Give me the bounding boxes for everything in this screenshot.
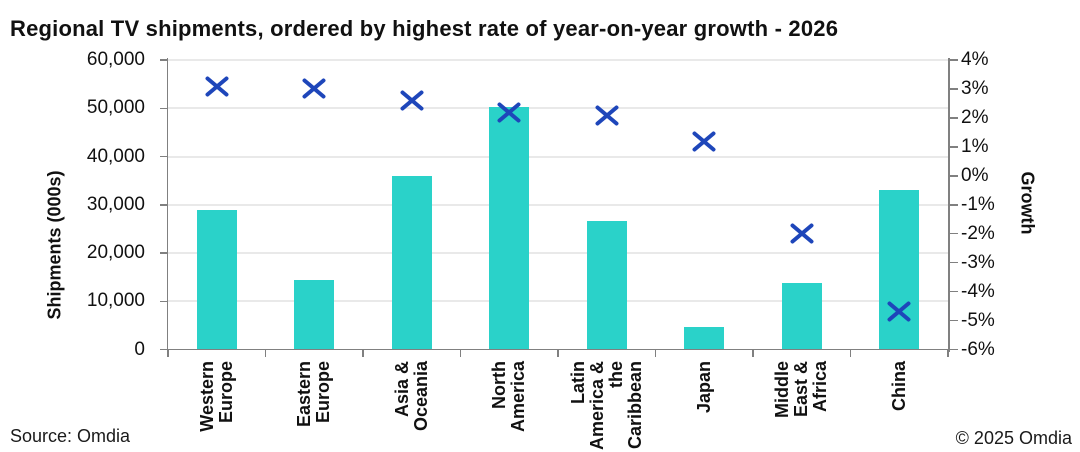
right-axis-tick-label: -6% <box>961 338 995 360</box>
left-axis-tick-label: 10,000 <box>86 290 145 312</box>
gridline <box>168 300 948 303</box>
source-note: Source: Omdia <box>10 426 131 446</box>
bar-western-europe <box>196 209 237 350</box>
left-axis-tick <box>160 59 168 61</box>
growth-marker-eastern-europe <box>302 78 326 104</box>
right-axis-tick-label: -4% <box>961 280 995 302</box>
growth-marker-western-europe <box>205 76 229 102</box>
gridline <box>168 203 948 206</box>
right-axis-tick <box>949 290 958 293</box>
x-axis-tick <box>849 349 852 357</box>
left-axis-tick <box>160 155 168 158</box>
right-axis-tick-label: -3% <box>961 251 995 273</box>
growth-marker-north-america <box>497 102 521 128</box>
category-label-asia-oceania: Asia & Oceania <box>391 361 431 432</box>
category-label-china: China <box>888 361 909 412</box>
category-label-north-america: North America <box>489 361 529 433</box>
x-axis-tick <box>167 349 169 357</box>
left-axis-tick-label: 20,000 <box>86 242 145 263</box>
gridline <box>168 252 948 254</box>
category-label-latin-america-the-caribbean: Latin America & the Caribbean <box>567 361 645 451</box>
category-label-western-europe: Western Europe <box>196 361 236 432</box>
x-axis-tick <box>362 349 364 357</box>
growth-marker-china <box>887 301 911 327</box>
x-axis-tick <box>264 349 267 357</box>
left-axis-tick-label: 60,000 <box>86 49 145 70</box>
category-label-japan: Japan <box>693 361 714 414</box>
left-axis-tick <box>160 107 168 109</box>
right-axis-tick <box>949 146 958 148</box>
right-axis-tick-label: 3% <box>961 77 989 99</box>
chart-title: Regional TV shipments, ordered by highes… <box>10 16 839 41</box>
x-axis-tick <box>459 349 462 357</box>
x-axis-tick <box>557 349 559 357</box>
right-axis-tick-label: -1% <box>961 193 995 215</box>
bar-middle-east-africa <box>781 282 822 350</box>
gridline <box>168 107 948 110</box>
right-axis-tick-label: -2% <box>961 222 995 244</box>
category-label-middle-east-africa: Middle East & Africa <box>772 361 831 418</box>
right-axis-tick-label: 1% <box>961 135 989 157</box>
x-axis-tick <box>752 349 754 357</box>
bar-asia-oceania <box>391 176 432 350</box>
right-axis-tick <box>949 117 958 119</box>
x-axis-tick <box>654 349 657 357</box>
right-axis-tick-label: 0% <box>961 164 989 186</box>
growth-marker-latin-america-the-caribbean <box>595 105 619 131</box>
right-axis-tick-label: 2% <box>961 106 989 128</box>
left-axis-tick <box>160 300 168 302</box>
right-axis-line <box>948 58 950 352</box>
gridline <box>168 155 948 158</box>
right-axis-tick <box>949 204 958 206</box>
bar-north-america <box>489 106 530 350</box>
left-axis-tick-label: 30,000 <box>86 193 145 215</box>
left-axis-tick <box>160 252 168 254</box>
left-axis-tick <box>160 348 168 351</box>
growth-marker-japan <box>692 131 716 157</box>
growth-marker-middle-east-africa <box>790 223 814 249</box>
right-axis-tick <box>949 59 958 61</box>
copyright-note: © 2025 Omdia <box>955 428 1072 448</box>
right-axis-tick-label: -5% <box>961 309 995 331</box>
bar-japan <box>684 327 725 350</box>
bar-china <box>879 189 920 350</box>
left-axis-tick-label: 0 <box>134 338 145 360</box>
left-axis-tick-label: 40,000 <box>86 145 145 167</box>
x-axis-tick <box>947 349 949 357</box>
growth-marker-asia-oceania <box>400 90 424 116</box>
left-axis-tick <box>160 204 168 206</box>
bar-eastern-europe <box>294 279 335 350</box>
right-axis-tick <box>949 232 958 235</box>
right-axis-tick <box>949 261 958 264</box>
right-axis-tick <box>949 175 958 177</box>
right-axis-tick <box>949 88 958 90</box>
bar-latin-america-the-caribbean <box>586 220 627 350</box>
right-axis-tick-label: 4% <box>961 49 989 70</box>
right-axis-tick <box>949 319 958 322</box>
right-axis-tick <box>949 348 958 351</box>
left-axis-tick-label: 50,000 <box>86 97 145 119</box>
gridline <box>168 59 948 61</box>
category-label-eastern-europe: Eastern Europe <box>294 361 334 428</box>
